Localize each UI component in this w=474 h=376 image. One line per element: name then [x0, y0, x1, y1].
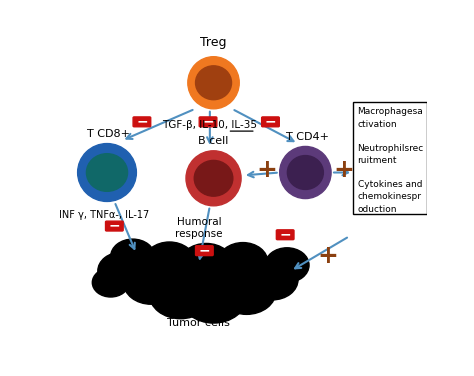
Circle shape: [111, 239, 155, 274]
Ellipse shape: [186, 151, 241, 206]
Text: +: +: [317, 244, 338, 268]
Circle shape: [144, 242, 195, 282]
Circle shape: [124, 261, 179, 304]
Ellipse shape: [196, 66, 231, 100]
Ellipse shape: [194, 161, 233, 196]
Text: +: +: [334, 158, 355, 182]
Text: −: −: [109, 218, 120, 232]
Ellipse shape: [287, 156, 323, 190]
Text: TGF-β, IL-10, IL-35: TGF-β, IL-10, IL-35: [163, 120, 257, 130]
Text: Tumor cells: Tumor cells: [167, 318, 230, 328]
Text: −: −: [136, 114, 148, 128]
Ellipse shape: [188, 57, 239, 109]
Text: −: −: [202, 114, 214, 128]
Circle shape: [265, 248, 309, 282]
Text: −: −: [264, 114, 276, 128]
FancyBboxPatch shape: [133, 117, 151, 127]
FancyBboxPatch shape: [276, 230, 294, 240]
Text: Humoral
response: Humoral response: [175, 217, 223, 239]
Circle shape: [98, 252, 146, 290]
Ellipse shape: [86, 154, 128, 191]
FancyBboxPatch shape: [353, 102, 427, 214]
FancyBboxPatch shape: [196, 246, 213, 256]
Circle shape: [149, 270, 212, 319]
Text: Treg: Treg: [201, 36, 227, 50]
Text: B cell: B cell: [198, 136, 229, 147]
Text: +: +: [256, 158, 277, 182]
FancyBboxPatch shape: [199, 117, 217, 127]
Text: T CD8+: T CD8+: [87, 129, 130, 139]
Text: Macrophagesa
ctivation

Neutrophilsrec
ruitment

Cytokines and
chemokinespr
oduc: Macrophagesa ctivation Neutrophilsrec ru…: [357, 108, 424, 214]
Ellipse shape: [78, 144, 137, 202]
Circle shape: [218, 243, 268, 282]
Circle shape: [217, 268, 276, 314]
Text: T CD4+: T CD4+: [286, 132, 328, 142]
Text: INF γ, TNFα-, IL-17: INF γ, TNFα-, IL-17: [59, 210, 149, 220]
Ellipse shape: [280, 146, 331, 199]
Circle shape: [181, 271, 246, 323]
FancyBboxPatch shape: [262, 117, 279, 127]
Circle shape: [92, 268, 129, 297]
Circle shape: [179, 243, 234, 287]
Circle shape: [246, 259, 298, 300]
Text: −: −: [279, 227, 291, 241]
Text: −: −: [199, 243, 210, 257]
FancyBboxPatch shape: [106, 221, 123, 231]
